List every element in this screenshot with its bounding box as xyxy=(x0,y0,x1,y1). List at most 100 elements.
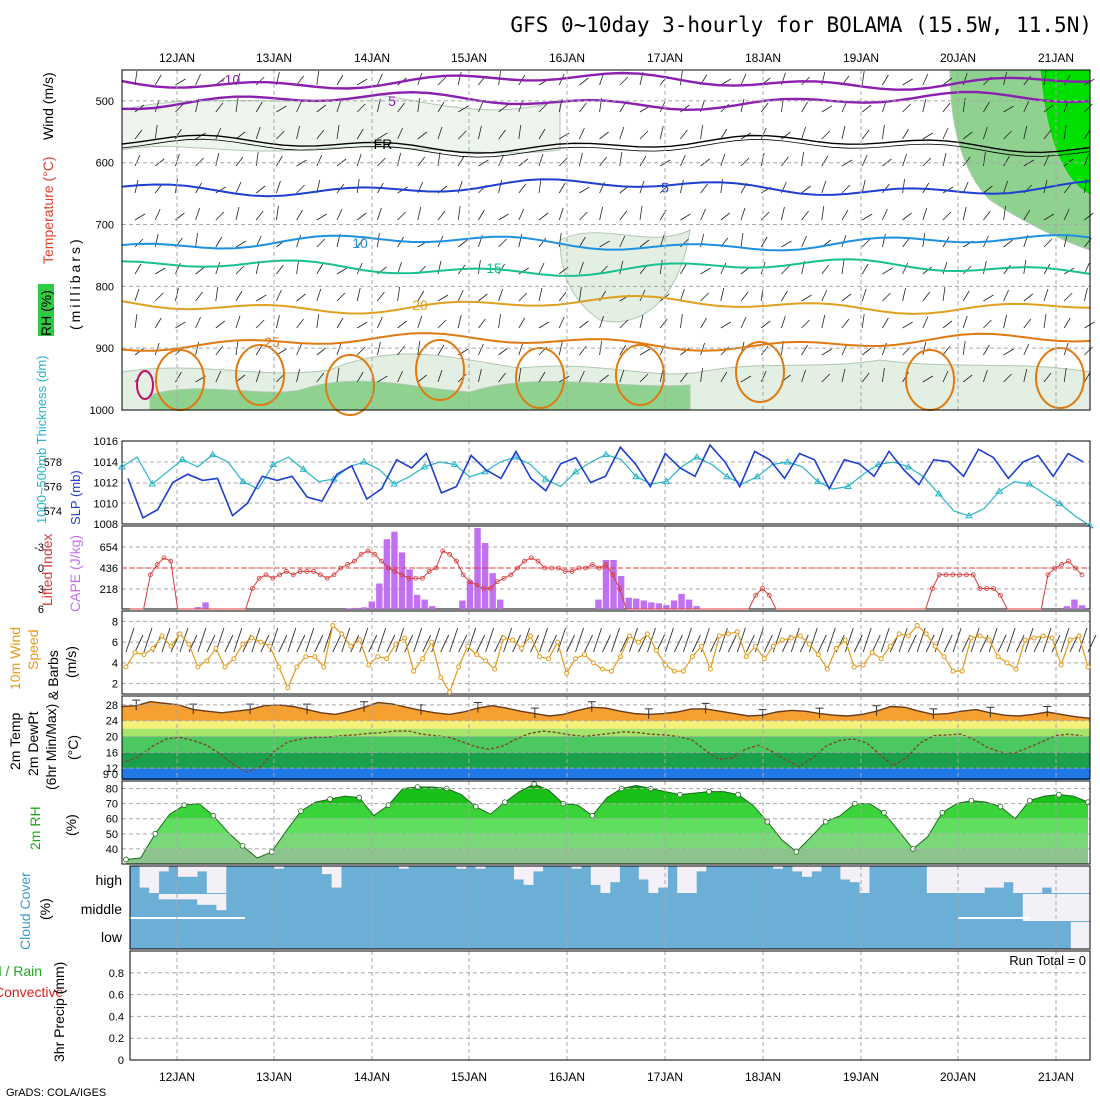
wind-barb xyxy=(861,313,865,329)
rh-point xyxy=(735,791,741,798)
wind-speed-point xyxy=(249,635,255,641)
cloud-level-label: high xyxy=(96,872,122,888)
li-point xyxy=(1052,565,1058,571)
wind-barb xyxy=(922,341,927,356)
wind-barb xyxy=(498,213,509,221)
wind-barb xyxy=(997,634,1007,653)
cape-bar xyxy=(353,607,360,609)
wind-barb xyxy=(680,129,688,140)
li-point xyxy=(290,572,296,578)
wind-barb xyxy=(457,71,462,86)
li-point xyxy=(399,572,405,578)
wind-barb xyxy=(962,206,967,221)
wind-barb xyxy=(356,262,363,275)
wind-barb xyxy=(255,210,264,221)
wind-barb xyxy=(558,232,562,248)
li-point xyxy=(950,572,956,578)
wind-barb xyxy=(485,627,495,653)
wind-barb xyxy=(437,151,441,167)
li-point xyxy=(766,592,772,598)
wind-barb xyxy=(255,101,263,113)
wind-speed-point xyxy=(986,637,992,643)
wind-barb xyxy=(255,344,263,356)
upper-air-panel: -10 5 FR 5 10 15 20 25 500 600 700 800 900 1000 xyxy=(90,69,1095,417)
wind-barb xyxy=(296,634,306,653)
rh-tick-label: 60 xyxy=(106,814,118,826)
wind-speed-point xyxy=(159,633,165,639)
rh-point xyxy=(473,803,479,810)
wind-barb xyxy=(356,78,368,86)
wind-barb xyxy=(377,132,388,140)
wind-barb xyxy=(760,320,771,329)
wind-barb xyxy=(700,342,705,356)
wind-barb xyxy=(841,209,849,221)
li-point xyxy=(365,548,371,554)
wind-barb xyxy=(437,344,445,356)
wind-barb xyxy=(134,179,139,194)
cloud-cell xyxy=(994,866,1004,888)
wind-barb xyxy=(882,124,885,140)
wind-ylabel: (m/s) xyxy=(63,646,79,678)
cape-bar xyxy=(202,602,209,609)
wind-barb xyxy=(316,213,328,221)
cape-bar xyxy=(602,559,610,609)
rh-point xyxy=(677,791,683,798)
cloud-cell xyxy=(1070,922,1081,949)
wind-barb xyxy=(599,206,603,221)
cloud-cell xyxy=(696,866,707,872)
pressure-tick-label: 900 xyxy=(96,343,114,355)
wind-barb xyxy=(882,208,888,221)
wind-barb xyxy=(790,627,800,653)
wind-barb xyxy=(356,371,364,383)
wind-barb xyxy=(674,634,683,653)
li-point xyxy=(964,572,969,578)
wind-barb xyxy=(619,210,628,221)
wind-speed-point xyxy=(186,641,192,647)
wind-barb xyxy=(740,157,750,167)
wind-barb xyxy=(175,103,184,113)
wind-barb xyxy=(235,315,241,329)
wind-speed-point xyxy=(689,654,695,660)
wind-barb xyxy=(356,178,360,194)
wind-barb xyxy=(154,267,166,275)
wind-barb xyxy=(397,127,403,140)
slp-tick-label: 1008 xyxy=(94,519,118,531)
li-point xyxy=(154,562,160,567)
wind-barb xyxy=(983,369,988,383)
cloud-cell xyxy=(1003,866,1014,883)
rh-point xyxy=(1056,791,1062,798)
wind-speed-point xyxy=(168,643,174,649)
isotherm-bubble xyxy=(415,339,465,401)
wind-barb xyxy=(902,103,911,113)
cloud-cell xyxy=(1022,894,1033,921)
wind-barb xyxy=(538,321,550,329)
cloud-cell xyxy=(139,866,150,888)
wind-barb xyxy=(882,317,889,329)
wind-barb xyxy=(902,321,913,329)
panel-frame xyxy=(121,695,1091,780)
wind-barb xyxy=(922,98,927,113)
wind-barb xyxy=(922,207,928,221)
wind-barb xyxy=(195,316,201,329)
wind-barb xyxy=(356,287,361,302)
wind-barb xyxy=(1063,208,1070,221)
wind-barb xyxy=(235,265,245,275)
wind-speed-point xyxy=(177,631,183,637)
wind-barb xyxy=(619,235,626,248)
wind-labels: 10m Wind Speed & Barbs (m/s) xyxy=(7,627,79,700)
wind-barb xyxy=(599,315,604,329)
rh-point xyxy=(239,843,246,849)
cloud-cell xyxy=(1051,866,1062,893)
li-point xyxy=(984,586,990,591)
wind-barb xyxy=(296,259,299,275)
wind-barb xyxy=(305,627,315,653)
bottom-date-label: 18JAN xyxy=(745,1070,781,1084)
wind-barb xyxy=(579,286,582,302)
wind-barb xyxy=(336,317,344,329)
cloud-cell xyxy=(523,866,534,885)
cloud-level-label: low xyxy=(101,929,123,945)
li-point xyxy=(1059,562,1064,567)
wind-barb xyxy=(853,634,863,653)
wind-barb xyxy=(922,73,929,86)
cape-bar xyxy=(648,602,655,609)
